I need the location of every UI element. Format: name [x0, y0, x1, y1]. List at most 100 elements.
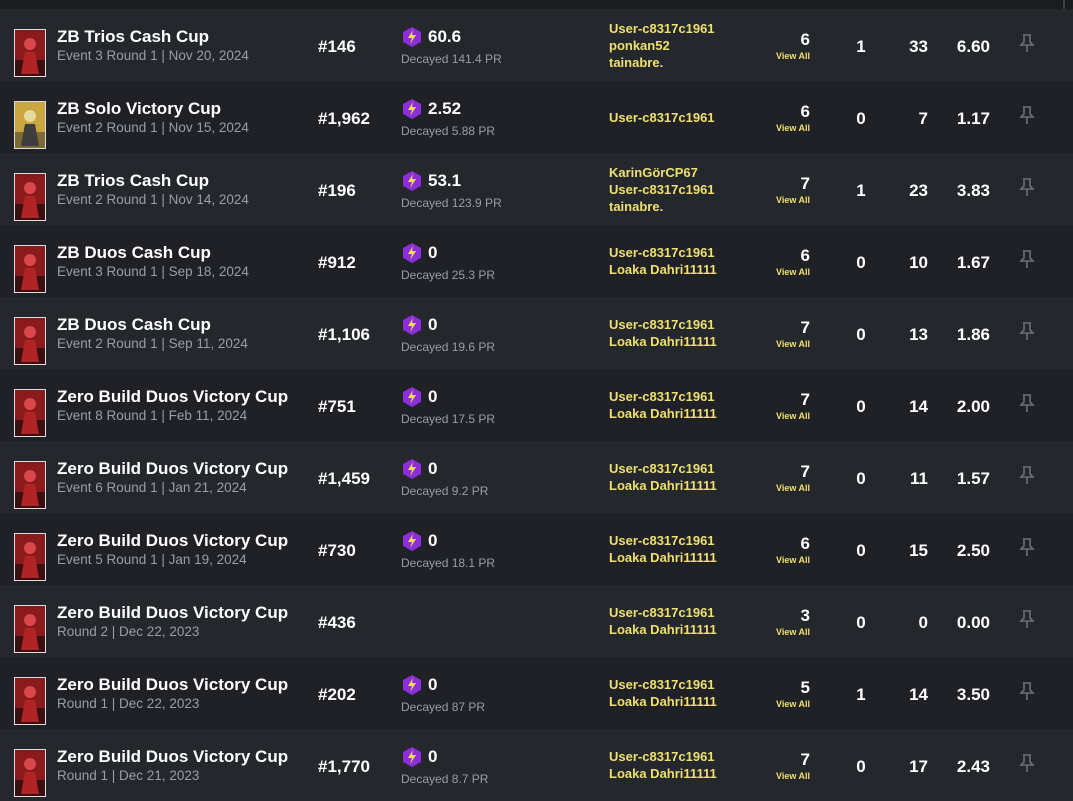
event-title: ZB Solo Victory Cup	[57, 99, 222, 118]
view-all-link[interactable]: View All	[775, 699, 810, 709]
player-name: User-c8317c1961	[609, 181, 715, 197]
player-name: User-c8317c1961	[609, 245, 715, 260]
elim-ratio: 1.67	[956, 253, 990, 272]
power-ranking: 0	[428, 747, 438, 766]
pr-icon	[403, 243, 421, 263]
view-all-link[interactable]: View All	[775, 51, 810, 61]
pin-button[interactable]	[1018, 105, 1036, 125]
match-row: ZB Duos Cash Cup Event 2 Round 1 | Sep 11…	[0, 297, 1073, 369]
view-all-link[interactable]: View All	[775, 195, 810, 205]
event-title: ZB Duos Cash Cup	[57, 243, 211, 262]
event-title: ZB Trios Cash Cup	[57, 27, 210, 46]
power-ranking: 0	[428, 243, 438, 262]
event-subtitle: Event 6 Round 1 | Jan 21, 2024	[57, 480, 247, 495]
player-name: User-c8317c1961	[609, 461, 715, 476]
view-all-link[interactable]: View All	[775, 267, 810, 277]
event-icon	[14, 389, 46, 437]
match-row: Zero Build Duos Victory Cup Event 8 Round…	[0, 369, 1073, 441]
placement: #751	[318, 397, 356, 416]
elim-ratio: 6.60	[956, 37, 990, 56]
team-players: User-c8317c1961 ponkan52 tainabre.	[609, 20, 749, 71]
player-name: User-c8317c1961	[609, 109, 715, 125]
eliminations: 17	[909, 757, 928, 776]
matches-count: 6	[800, 534, 810, 553]
view-all-link[interactable]: View All	[775, 555, 810, 565]
wins: 0	[856, 397, 866, 416]
player-name: Loaka Dahri11111	[609, 262, 717, 277]
player-name: tainabre.	[609, 198, 664, 214]
event-subtitle: Event 8 Round 1 | Feb 11, 2024	[57, 408, 248, 423]
power-ranking: 60.6	[428, 27, 462, 46]
matches-count: 3	[800, 606, 810, 625]
eliminations: 14	[909, 685, 928, 704]
pin-button[interactable]	[1018, 537, 1036, 557]
elim-ratio: 2.50	[956, 541, 990, 560]
player-name: User-c8317c1961	[609, 389, 715, 404]
event-title: Zero Build Duos Victory Cup	[57, 531, 289, 550]
decayed-pr: Decayed 25.3 PR	[401, 268, 496, 282]
player-name: ponkan52	[609, 37, 670, 53]
wins: 1	[856, 181, 866, 200]
view-all-link[interactable]: View All	[775, 411, 810, 421]
event-subtitle: Event 2 Round 1 | Nov 14, 2024	[57, 192, 249, 207]
player-name: tainabre.	[609, 54, 664, 70]
pin-button[interactable]	[1018, 753, 1036, 773]
event-art	[15, 246, 45, 292]
view-all-link[interactable]: View All	[775, 123, 810, 133]
pin-button[interactable]	[1018, 393, 1036, 413]
pin-button[interactable]	[1018, 465, 1036, 485]
eliminations: 0	[918, 613, 928, 632]
pr-icon	[403, 99, 421, 119]
match-row: Zero Build Duos Victory Cup Round 1 | Dec…	[0, 657, 1073, 729]
event-title: Zero Build Duos Victory Cup	[57, 387, 289, 406]
placement: #1,962	[318, 109, 370, 128]
team-players: KarinGörCP67 User-c8317c1961 tainabre.	[609, 164, 749, 215]
pin-button[interactable]	[1018, 681, 1036, 701]
view-all-link[interactable]: View All	[775, 627, 810, 637]
matches-count: 7	[800, 318, 810, 337]
player-name: User-c8317c1961	[609, 20, 715, 36]
eliminations: 13	[909, 325, 928, 344]
eliminations: 14	[909, 397, 928, 416]
pin-button[interactable]	[1018, 321, 1036, 341]
matches-count: 7	[800, 174, 810, 193]
placement: #146	[318, 37, 356, 56]
player-name: Loaka Dahri11111	[609, 550, 717, 565]
team-players: User-c8317c1961 Loaka Dahri11111	[609, 676, 749, 710]
eliminations: 7	[918, 109, 928, 128]
matches-count: 5	[800, 678, 810, 697]
team-players: User-c8317c1961 Loaka Dahri11111	[609, 460, 749, 494]
matches-count: 6	[800, 102, 810, 121]
event-subtitle: Round 1 | Dec 22, 2023	[57, 696, 200, 711]
matches-count: 7	[800, 750, 810, 769]
decayed-pr: Decayed 19.6 PR	[401, 340, 496, 354]
power-ranking: 0	[428, 675, 438, 694]
pin-button[interactable]	[1018, 249, 1036, 269]
event-title: Zero Build Duos Victory Cup	[57, 459, 289, 478]
player-name: KarinGörCP67	[609, 164, 698, 180]
pin-button[interactable]	[1018, 33, 1036, 53]
pr-icon	[403, 315, 421, 335]
player-name: Loaka Dahri11111	[609, 478, 717, 493]
placement: #1,770	[318, 757, 370, 776]
decayed-pr: Decayed 5.88 PR	[401, 124, 496, 138]
power-ranking: 0	[428, 531, 438, 550]
wins: 0	[856, 469, 866, 488]
team-players: User-c8317c1961	[609, 109, 749, 126]
player-name: User-c8317c1961	[609, 749, 715, 764]
event-art	[15, 462, 45, 508]
pin-button[interactable]	[1018, 177, 1036, 197]
match-row: ZB Trios Cash Cup Event 3 Round 1 | Nov 2…	[0, 9, 1073, 81]
pin-button[interactable]	[1018, 609, 1036, 629]
player-name: User-c8317c1961	[609, 317, 715, 332]
event-icon	[14, 245, 46, 293]
player-name: Loaka Dahri11111	[609, 766, 717, 781]
event-icon	[14, 317, 46, 365]
view-all-link[interactable]: View All	[775, 339, 810, 349]
event-title: Zero Build Duos Victory Cup	[57, 747, 289, 766]
event-art	[15, 174, 45, 220]
team-players: User-c8317c1961 Loaka Dahri11111	[609, 604, 749, 638]
view-all-link[interactable]: View All	[775, 483, 810, 493]
view-all-link[interactable]: View All	[775, 771, 810, 781]
